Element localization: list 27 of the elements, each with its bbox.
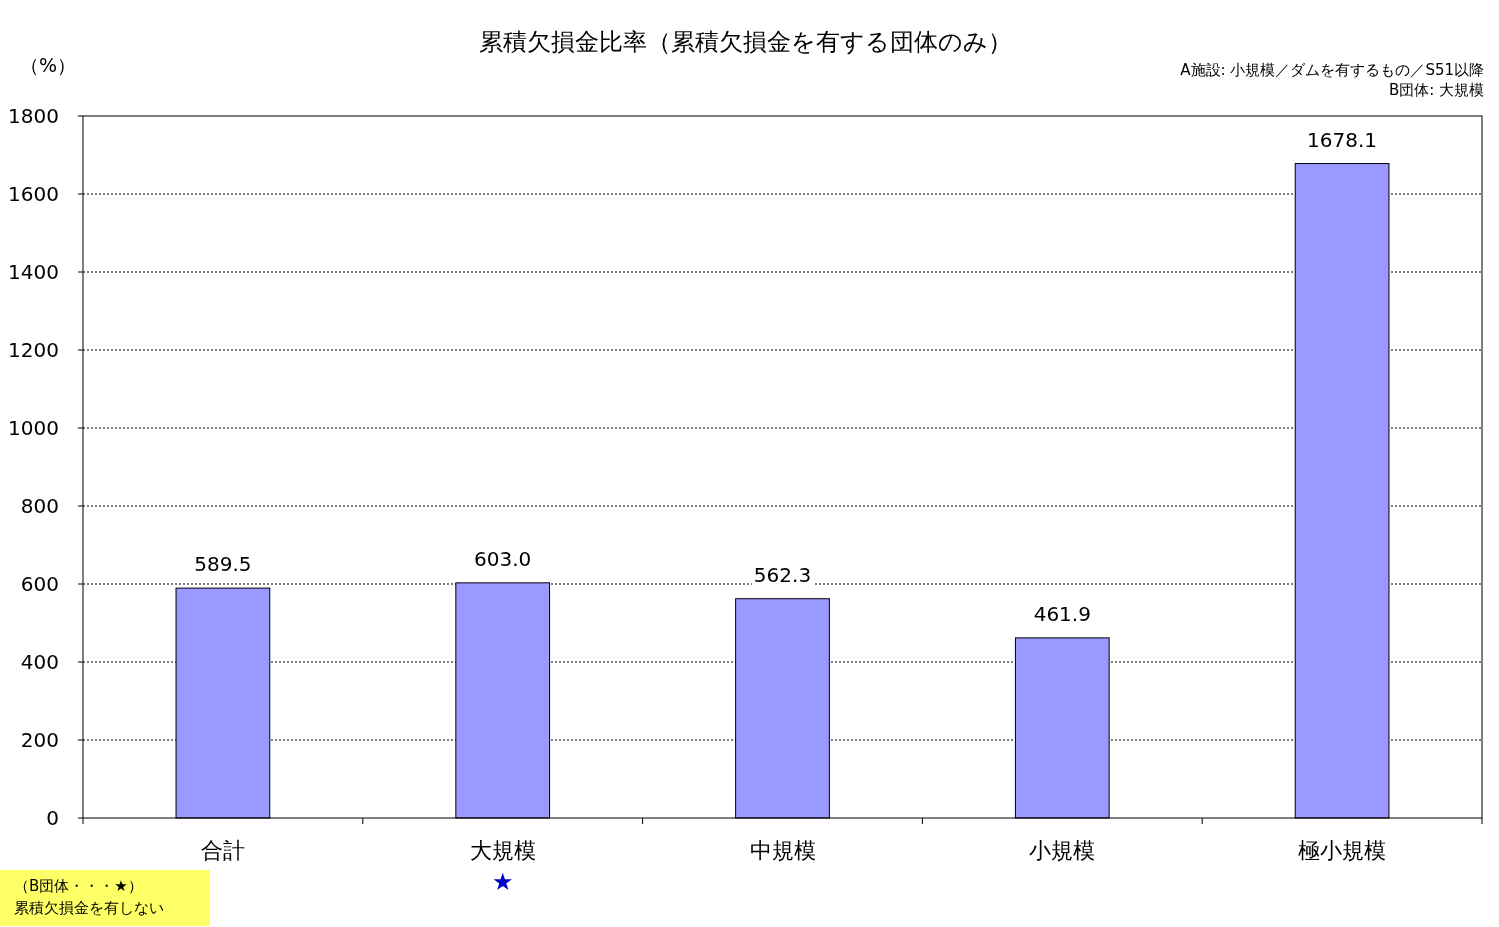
text: ★ xyxy=(491,868,514,896)
y-tick-label: 1600 xyxy=(8,182,59,206)
y-tick-label: 400 xyxy=(20,650,59,674)
data-label: 562.3 xyxy=(753,562,812,587)
y-tick-label: 1000 xyxy=(8,416,59,440)
y-tick-label: 1200 xyxy=(8,338,59,362)
data-label: 603.0 xyxy=(474,546,532,571)
x-tick-label: 小規模 xyxy=(1029,838,1096,863)
x-tick-label: 合計 xyxy=(200,838,245,863)
x-tick-label: 中規模 xyxy=(749,838,816,863)
text: 累積欠損金を有しない xyxy=(14,899,164,917)
data-label: 589.5 xyxy=(194,552,252,577)
y-tick-label: 1400 xyxy=(8,260,59,284)
text: B団体: 大規模 xyxy=(1388,81,1484,99)
data-label: 461.9 xyxy=(1033,601,1091,626)
y-tick-label: 600 xyxy=(20,572,59,596)
y-tick-label: 1800 xyxy=(8,104,59,128)
y-tick-label: 800 xyxy=(20,494,59,518)
y-axis-title: （%） xyxy=(19,54,77,76)
x-tick-label: 大規模 xyxy=(469,838,536,863)
data-label: 1678.1 xyxy=(1307,127,1378,152)
text: A施設: 小規模／ダムを有するもの／S51以降 xyxy=(1180,61,1484,79)
y-tick-label: 0 xyxy=(46,806,59,830)
y-tick-label: 200 xyxy=(20,728,59,752)
text: （B団体・・・★） xyxy=(14,877,143,895)
chart-title: 累積欠損金比率（累積欠損金を有する団体のみ） xyxy=(478,28,1012,56)
x-tick-label: 極小規模 xyxy=(1298,838,1387,863)
